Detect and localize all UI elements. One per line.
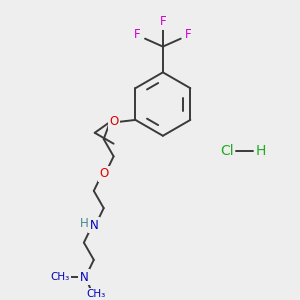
Text: F: F [134,28,140,41]
Text: H: H [256,144,266,158]
Text: H: H [80,217,88,230]
Text: O: O [109,116,118,128]
Text: N: N [80,271,88,284]
Text: CH₃: CH₃ [50,272,70,282]
Text: F: F [185,28,192,41]
Text: F: F [160,15,166,28]
Text: CH₃: CH₃ [86,289,105,299]
Text: O: O [99,167,108,180]
Text: Cl: Cl [220,144,234,158]
Text: N: N [89,219,98,232]
